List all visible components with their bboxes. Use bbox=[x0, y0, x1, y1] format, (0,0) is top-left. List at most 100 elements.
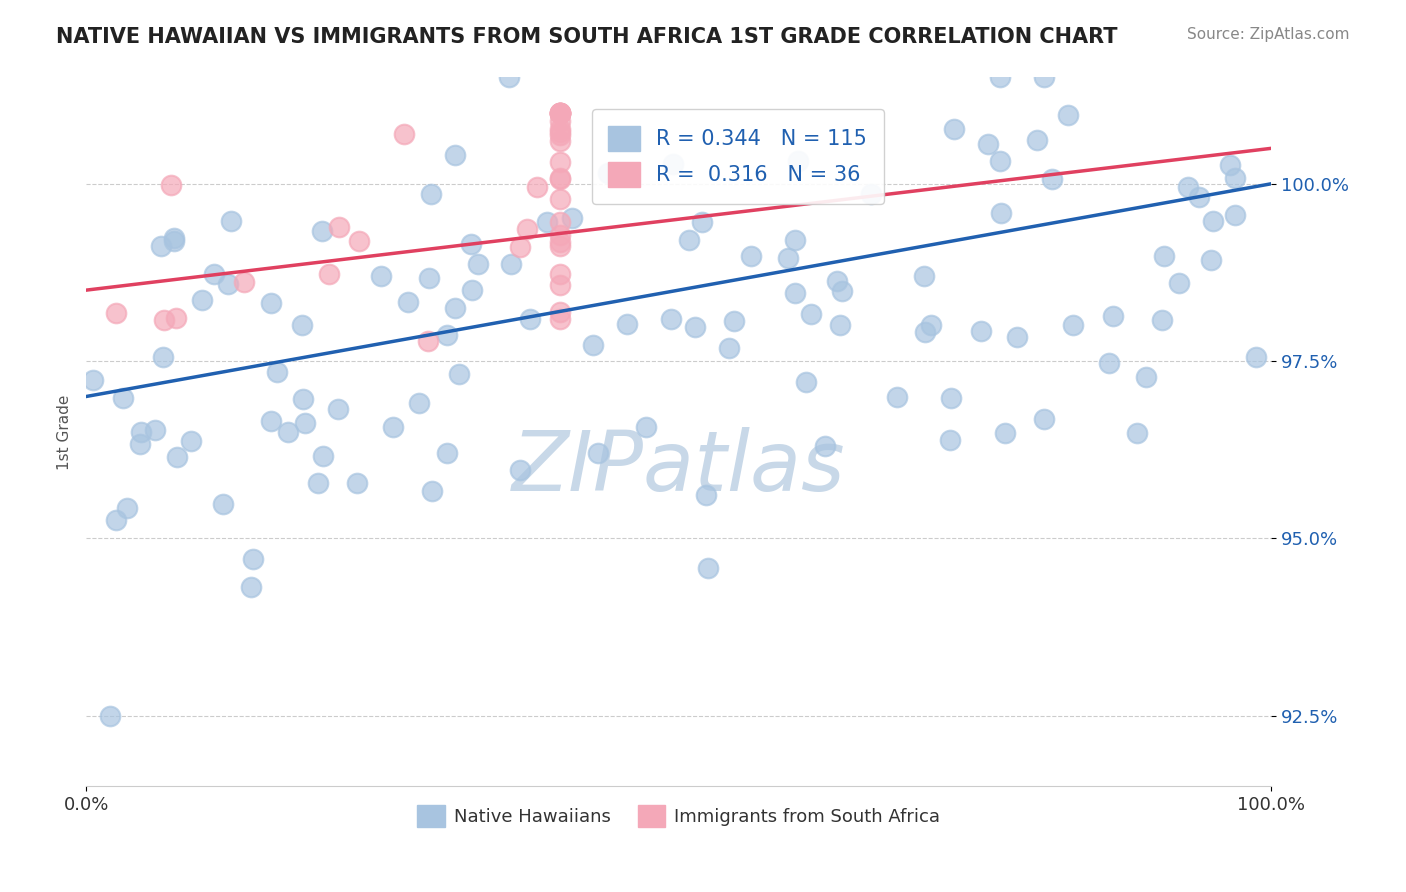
Text: ZIPatlas: ZIPatlas bbox=[512, 427, 845, 508]
Point bbox=[976, 136, 998, 151]
Point bbox=[814, 439, 837, 453]
Point bbox=[1057, 108, 1080, 122]
Text: NATIVE HAWAIIAN VS IMMIGRANTS FROM SOUTH AFRICA 1ST GRADE CORRELATION CHART: NATIVE HAWAIIAN VS IMMIGRANTS FROM SOUTH… bbox=[56, 27, 1118, 46]
Point bbox=[740, 249, 762, 263]
Point bbox=[1005, 330, 1028, 344]
Point bbox=[536, 215, 558, 229]
Point bbox=[260, 296, 283, 310]
Point bbox=[499, 257, 522, 271]
Point bbox=[436, 327, 458, 342]
Point bbox=[290, 318, 312, 333]
Point bbox=[112, 391, 135, 405]
Point bbox=[160, 178, 183, 192]
Point bbox=[794, 375, 817, 389]
Point bbox=[548, 235, 571, 249]
Point bbox=[150, 239, 173, 253]
Point bbox=[467, 257, 489, 271]
Point bbox=[634, 419, 657, 434]
Point bbox=[519, 311, 541, 326]
Point bbox=[115, 501, 138, 516]
Point bbox=[1202, 214, 1225, 228]
Point bbox=[509, 240, 531, 254]
Point bbox=[582, 338, 605, 352]
Point bbox=[166, 450, 188, 465]
Legend: Native Hawaiians, Immigrants from South Africa: Native Hawaiians, Immigrants from South … bbox=[411, 797, 946, 834]
Point bbox=[396, 295, 419, 310]
Point bbox=[1042, 171, 1064, 186]
Point bbox=[212, 497, 235, 511]
Point bbox=[460, 284, 482, 298]
Point bbox=[548, 106, 571, 120]
Point bbox=[242, 551, 264, 566]
Point bbox=[1244, 351, 1267, 365]
Point bbox=[586, 446, 609, 460]
Point bbox=[444, 147, 467, 161]
Point bbox=[942, 122, 965, 136]
Point bbox=[787, 154, 810, 169]
Point bbox=[1177, 179, 1199, 194]
Point bbox=[312, 449, 335, 463]
Point bbox=[328, 219, 350, 234]
Point bbox=[152, 350, 174, 364]
Point bbox=[436, 446, 458, 460]
Point bbox=[994, 426, 1017, 441]
Point bbox=[1188, 189, 1211, 203]
Point bbox=[307, 476, 329, 491]
Point bbox=[659, 312, 682, 326]
Point bbox=[548, 154, 571, 169]
Point bbox=[692, 215, 714, 229]
Point bbox=[1153, 249, 1175, 263]
Point bbox=[990, 206, 1012, 220]
Point bbox=[548, 239, 571, 253]
Point bbox=[695, 488, 717, 502]
Point bbox=[516, 222, 538, 236]
Point bbox=[381, 419, 404, 434]
Point bbox=[1101, 310, 1123, 324]
Point bbox=[548, 172, 571, 186]
Point bbox=[830, 318, 852, 332]
Point bbox=[860, 186, 883, 201]
Point bbox=[912, 269, 935, 284]
Point bbox=[548, 106, 571, 120]
Point bbox=[292, 392, 315, 407]
Point bbox=[886, 390, 908, 404]
Point bbox=[939, 433, 962, 447]
Point bbox=[548, 106, 571, 120]
Text: Source: ZipAtlas.com: Source: ZipAtlas.com bbox=[1187, 27, 1350, 42]
Point bbox=[418, 270, 440, 285]
Point bbox=[266, 365, 288, 379]
Point bbox=[548, 134, 571, 148]
Point bbox=[1219, 158, 1241, 172]
Point bbox=[392, 127, 415, 141]
Point bbox=[217, 277, 239, 291]
Point bbox=[831, 284, 853, 298]
Point bbox=[988, 70, 1011, 85]
Point bbox=[105, 512, 128, 526]
Point bbox=[232, 275, 254, 289]
Point bbox=[1199, 253, 1222, 268]
Point bbox=[662, 156, 685, 170]
Point bbox=[311, 224, 333, 238]
Point bbox=[778, 251, 800, 265]
Point bbox=[416, 334, 439, 348]
Point bbox=[240, 580, 263, 594]
Point bbox=[548, 106, 571, 120]
Point bbox=[548, 305, 571, 319]
Point bbox=[1225, 208, 1247, 222]
Point bbox=[370, 268, 392, 283]
Point bbox=[825, 274, 848, 288]
Point bbox=[696, 561, 718, 575]
Point bbox=[260, 414, 283, 428]
Point bbox=[920, 318, 942, 332]
Point bbox=[723, 314, 745, 328]
Point bbox=[548, 128, 571, 142]
Point bbox=[548, 228, 571, 243]
Point bbox=[346, 476, 368, 491]
Point bbox=[163, 230, 186, 244]
Point bbox=[153, 313, 176, 327]
Point bbox=[82, 373, 104, 387]
Point bbox=[1033, 412, 1056, 426]
Point bbox=[420, 187, 443, 202]
Point bbox=[163, 234, 186, 248]
Point bbox=[548, 125, 571, 139]
